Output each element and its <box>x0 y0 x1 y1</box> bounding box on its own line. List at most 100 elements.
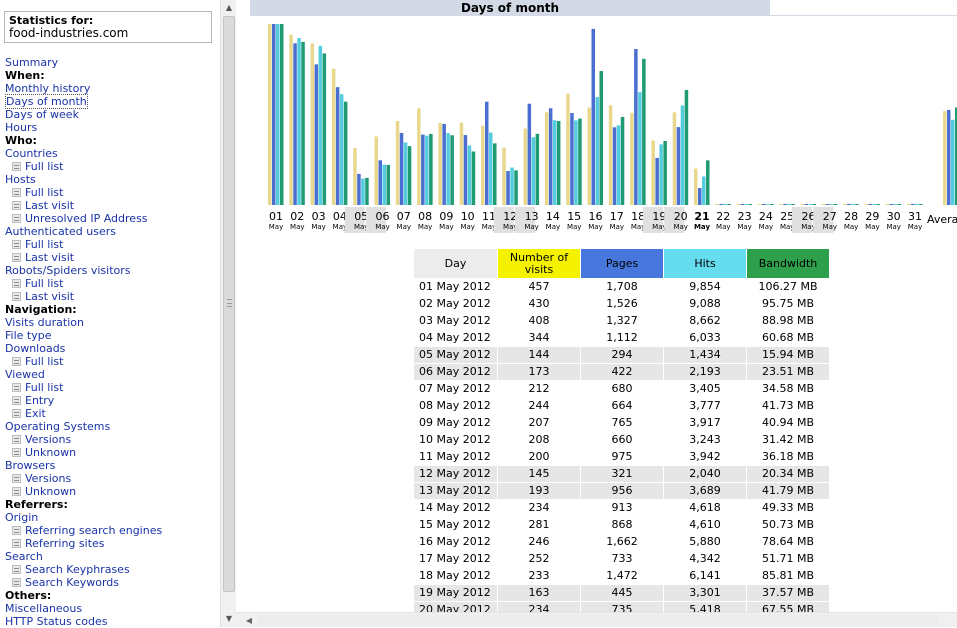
bar-hits-21 <box>702 176 706 205</box>
horizontal-scrollbar[interactable]: ◀ <box>236 612 957 627</box>
menu-link[interactable]: Search Keywords <box>25 576 119 589</box>
menu-link[interactable]: Referring search engines <box>25 524 163 537</box>
menu-subitem-unresolved-ip-address[interactable]: Unresolved IP Address <box>5 212 219 225</box>
x-tick-month: May <box>503 223 517 231</box>
menu-item-file-type[interactable]: File type <box>5 329 219 342</box>
menu-link[interactable]: Unresolved IP Address <box>25 212 148 225</box>
menu-link[interactable]: Days of month <box>5 94 88 109</box>
menu-item-hosts[interactable]: Hosts <box>5 173 219 186</box>
scrollbar-track[interactable] <box>258 615 938 625</box>
cell-hits: 6,033 <box>689 331 721 344</box>
menu-link[interactable]: Full list <box>25 160 64 173</box>
menu-link[interactable]: Operating Systems <box>5 420 111 433</box>
menu-item-countries[interactable]: Countries <box>5 147 219 160</box>
menu-subitem-last-visit[interactable]: Last visit <box>5 251 219 264</box>
menu-link[interactable]: Browsers <box>5 459 56 472</box>
menu-item-authenticated-users[interactable]: Authenticated users <box>5 225 219 238</box>
cell-bandwidth: 85.81 MB <box>761 569 815 582</box>
cell-hits: 3,917 <box>689 416 721 429</box>
menu-link[interactable]: HTTP Status codes <box>5 615 108 627</box>
menu-subitem-referring-search-engines[interactable]: Referring search engines <box>5 524 219 537</box>
menu-item-visits-duration[interactable]: Visits duration <box>5 316 219 329</box>
menu-link[interactable]: Downloads <box>5 342 66 355</box>
menu-link[interactable]: Days of week <box>5 108 79 121</box>
menu-link[interactable]: Full list <box>25 186 64 199</box>
menu-subitem-entry[interactable]: Entry <box>5 394 219 407</box>
menu-subitem-full-list[interactable]: Full list <box>5 238 219 251</box>
menu-subitem-referring-sites[interactable]: Referring sites <box>5 537 219 550</box>
bar-hits-31 <box>915 204 919 205</box>
menu-link[interactable]: Search <box>5 550 43 563</box>
menu-link[interactable]: Miscellaneous <box>5 602 83 615</box>
scroll-down-arrow-icon[interactable]: ▼ <box>225 614 233 623</box>
menu-link[interactable]: Visits duration <box>5 316 84 329</box>
menu-subitem-unknown[interactable]: Unknown <box>5 485 219 498</box>
menu-item-origin[interactable]: Origin <box>5 511 219 524</box>
menu-subitem-full-list[interactable]: Full list <box>5 381 219 394</box>
x-tick-month: May <box>375 223 389 231</box>
menu-link[interactable]: Full list <box>25 238 64 251</box>
x-tick-month: May <box>716 223 730 231</box>
menu-subitem-unknown[interactable]: Unknown <box>5 446 219 459</box>
menu-link[interactable]: Monthly history <box>5 82 91 95</box>
menu-link[interactable]: Unknown <box>25 446 77 459</box>
menu-link[interactable]: Last visit <box>25 199 75 212</box>
menu-item-monthly-history[interactable]: Monthly history <box>5 82 219 95</box>
menu-subitem-search-keywords[interactable]: Search Keywords <box>5 576 219 589</box>
table-row: 09 May 2012 207 765 3,917 40.94 MB <box>414 415 829 431</box>
menu-link[interactable]: Full list <box>25 277 64 290</box>
menu-link[interactable]: Unknown <box>25 485 77 498</box>
menu-item-operating-systems[interactable]: Operating Systems <box>5 420 219 433</box>
bar-bandwidth-20 <box>684 89 689 205</box>
menu-item-http-status-codes[interactable]: HTTP Status codes <box>5 615 219 627</box>
menu-item-search[interactable]: Search <box>5 550 219 563</box>
menu-link[interactable]: Last visit <box>25 251 75 264</box>
menu-item-hours[interactable]: Hours <box>5 121 219 134</box>
menu-item-viewed[interactable]: Viewed <box>5 368 219 381</box>
menu-subitem-exit[interactable]: Exit <box>5 407 219 420</box>
menu-link[interactable]: Summary <box>5 56 59 69</box>
menu-link[interactable]: Viewed <box>5 368 45 381</box>
menu-subitem-full-list[interactable]: Full list <box>5 355 219 368</box>
menu-link[interactable]: Referring sites <box>25 537 105 550</box>
menu-link[interactable]: File type <box>5 329 52 342</box>
menu-subitem-versions[interactable]: Versions <box>5 433 219 446</box>
menu-subitem-search-keyphrases[interactable]: Search Keyphrases <box>5 563 219 576</box>
menu-subitem-full-list[interactable]: Full list <box>5 277 219 290</box>
bar-hits-22 <box>723 204 727 205</box>
menu-link[interactable]: Versions <box>25 472 72 485</box>
menu-link[interactable]: Hosts <box>5 173 36 186</box>
menu-item-days-of-month[interactable]: Days of month <box>5 94 219 109</box>
x-tick-day: 08 <box>418 210 432 223</box>
menu-scrollbar[interactable]: ▲ ▼ <box>220 0 236 627</box>
menu-link[interactable]: Entry <box>25 394 55 407</box>
menu-item-days-of-week[interactable]: Days of week <box>5 108 219 121</box>
menu-item-summary[interactable]: Summary <box>5 56 219 69</box>
menu-subitem-full-list[interactable]: Full list <box>5 160 219 173</box>
x-tick-month: May <box>290 223 304 231</box>
cell-visits: 173 <box>498 364 580 380</box>
menu-link[interactable]: Robots/Spiders visitors <box>5 264 131 277</box>
scrollbar-thumb[interactable] <box>223 16 235 592</box>
menu-link[interactable]: Exit <box>25 407 46 420</box>
frame-divider[interactable] <box>236 0 250 627</box>
menu-link[interactable]: Full list <box>25 381 64 394</box>
menu-link[interactable]: Versions <box>25 433 72 446</box>
menu-link[interactable]: Hours <box>5 121 38 134</box>
menu-subitem-last-visit[interactable]: Last visit <box>5 290 219 303</box>
menu-subitem-full-list[interactable]: Full list <box>5 186 219 199</box>
scroll-up-arrow-icon[interactable]: ▲ <box>225 3 233 12</box>
menu-subitem-last-visit[interactable]: Last visit <box>5 199 219 212</box>
menu-item-browsers[interactable]: Browsers <box>5 459 219 472</box>
menu-link[interactable]: Search Keyphrases <box>25 563 130 576</box>
menu-link[interactable]: Last visit <box>25 290 75 303</box>
menu-item-downloads[interactable]: Downloads <box>5 342 219 355</box>
menu-link[interactable]: Authenticated users <box>5 225 116 238</box>
menu-subitem-versions[interactable]: Versions <box>5 472 219 485</box>
menu-link[interactable]: Countries <box>5 147 58 160</box>
menu-item-miscellaneous[interactable]: Miscellaneous <box>5 602 219 615</box>
scroll-left-arrow-icon[interactable]: ◀ <box>245 616 253 625</box>
menu-item-robots-spiders-visitors[interactable]: Robots/Spiders visitors <box>5 264 219 277</box>
menu-link[interactable]: Full list <box>25 355 64 368</box>
menu-link[interactable]: Origin <box>5 511 39 524</box>
